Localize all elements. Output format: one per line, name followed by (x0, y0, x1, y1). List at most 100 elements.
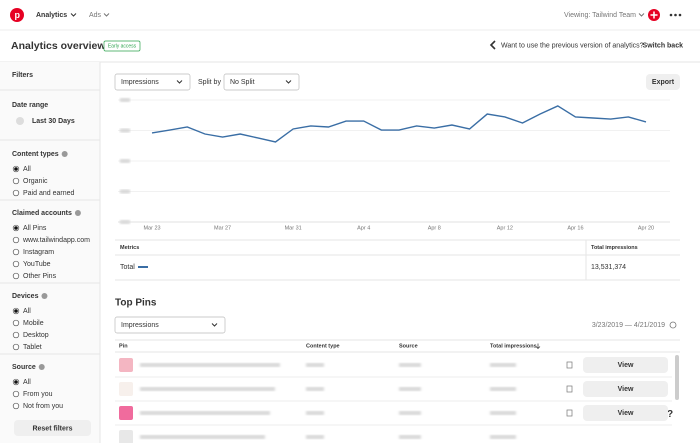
impressions-blurred (490, 411, 516, 415)
radio[interactable] (12, 260, 20, 268)
x-tick-label: Mar 27 (214, 225, 231, 231)
nav-ads[interactable]: Ads (89, 12, 102, 19)
filter-group-label: Content types (12, 151, 59, 158)
radio[interactable] (12, 189, 20, 197)
reset-button[interactable] (14, 420, 91, 436)
more-menu[interactable] (669, 13, 682, 17)
radio-dot (14, 380, 18, 384)
radio[interactable] (12, 402, 20, 410)
y-tick-label-blurred (120, 128, 130, 133)
metrics-header: Metrics (120, 245, 139, 251)
view-button[interactable] (583, 405, 668, 421)
radio-label: www.tailwindapp.com (22, 237, 90, 244)
radio[interactable] (12, 236, 20, 244)
plus-icon (650, 11, 658, 19)
impressions-blurred (490, 387, 516, 391)
view-button[interactable] (583, 381, 668, 397)
badge (103, 40, 141, 52)
chevron (211, 323, 218, 327)
x-tick-label: Apr 8 (428, 225, 441, 231)
radio[interactable] (12, 177, 20, 185)
pinterest-logo[interactable] (10, 8, 24, 22)
date-range-value[interactable]: Last 30 Days (32, 118, 75, 125)
pin-title-blurred (140, 363, 280, 367)
split-dropdown[interactable] (223, 73, 300, 91)
filter-group-label: Claimed accounts (12, 210, 72, 217)
logo-glyph: p (15, 10, 21, 20)
radio[interactable] (12, 390, 20, 398)
x-tick-label: Apr 12 (497, 225, 513, 231)
pins-metric-value: Impressions (121, 322, 159, 329)
x-tick-label: Apr 20 (638, 225, 654, 231)
radio[interactable] (12, 343, 20, 351)
pins-metric-dropdown[interactable] (114, 316, 226, 334)
radio-label: Organic (23, 178, 48, 185)
scrollbar[interactable] (675, 355, 679, 400)
radio[interactable] (12, 248, 20, 256)
pin-thumbnail[interactable] (119, 382, 133, 396)
content-type-blurred (306, 411, 324, 415)
content-type-blurred (306, 387, 324, 391)
filters-title: Filters (12, 72, 33, 79)
viewing-account[interactable]: Viewing: Tailwind Team (564, 12, 636, 19)
help-icon[interactable] (669, 321, 677, 329)
copy-icon (566, 385, 573, 393)
x-tick-label: Apr 16 (567, 225, 583, 231)
pin-thumbnail[interactable] (119, 406, 133, 420)
content-type-blurred (306, 435, 324, 439)
y-tick-label-blurred (120, 189, 130, 194)
chevron (638, 13, 645, 17)
clock-icon (16, 117, 24, 125)
pins-date-range: 3/23/2019 — 4/21/2019 (592, 322, 665, 329)
help-icon[interactable] (74, 210, 81, 216)
source-blurred (399, 411, 421, 415)
pin-title-blurred (140, 411, 270, 415)
switch-back-link[interactable]: Switch back (643, 42, 684, 49)
radio-dot (14, 309, 18, 313)
radio[interactable] (12, 272, 20, 280)
metric-dropdown[interactable] (114, 73, 191, 91)
view-button[interactable] (583, 357, 668, 373)
help-glyph: ? (667, 409, 673, 420)
pin-title-blurred (140, 435, 265, 439)
radio-label: All (23, 166, 31, 173)
line-series (151, 105, 647, 143)
radio-label: Paid and earned (23, 190, 74, 197)
export-button[interactable] (646, 74, 680, 90)
nav-analytics[interactable]: Analytics (36, 12, 67, 19)
date-range-label: Date range (12, 102, 48, 109)
radio[interactable] (12, 331, 20, 339)
chevron (176, 80, 183, 84)
radio-label: Not from you (23, 403, 63, 410)
help-icon[interactable] (38, 364, 45, 370)
copy-icon (566, 409, 573, 417)
y-tick-label-blurred (120, 159, 130, 163)
metric-value: Impressions (121, 79, 159, 86)
help-icon[interactable] (41, 293, 48, 299)
impressions-blurred (490, 435, 516, 439)
radio[interactable] (12, 319, 20, 327)
metrics-total: 13,531,374 (591, 264, 626, 271)
reset-label: Reset filters (32, 425, 72, 432)
export-label: Export (652, 79, 675, 86)
pin-thumbnail[interactable] (119, 430, 133, 443)
radio-label: Tablet (23, 344, 42, 351)
column-header: Content type (306, 343, 340, 349)
view-label: View (618, 410, 634, 417)
pin-thumbnail[interactable] (119, 358, 133, 372)
x-tick-label: Mar 31 (285, 225, 302, 231)
column-header: Pin (119, 343, 128, 349)
chevron (285, 80, 292, 84)
top-pins-title: Top Pins (115, 298, 157, 309)
help-icon[interactable] (61, 151, 68, 157)
pin-title-blurred (140, 387, 275, 391)
metrics-column: Total impressions (591, 245, 638, 251)
page-title: Analytics overview (11, 40, 106, 52)
content-type-blurred (306, 363, 324, 367)
radio-label: All (23, 379, 31, 386)
split-value: No Split (230, 79, 255, 86)
radio-label: YouTube (23, 261, 51, 268)
column-header: Total impressions (490, 343, 537, 349)
